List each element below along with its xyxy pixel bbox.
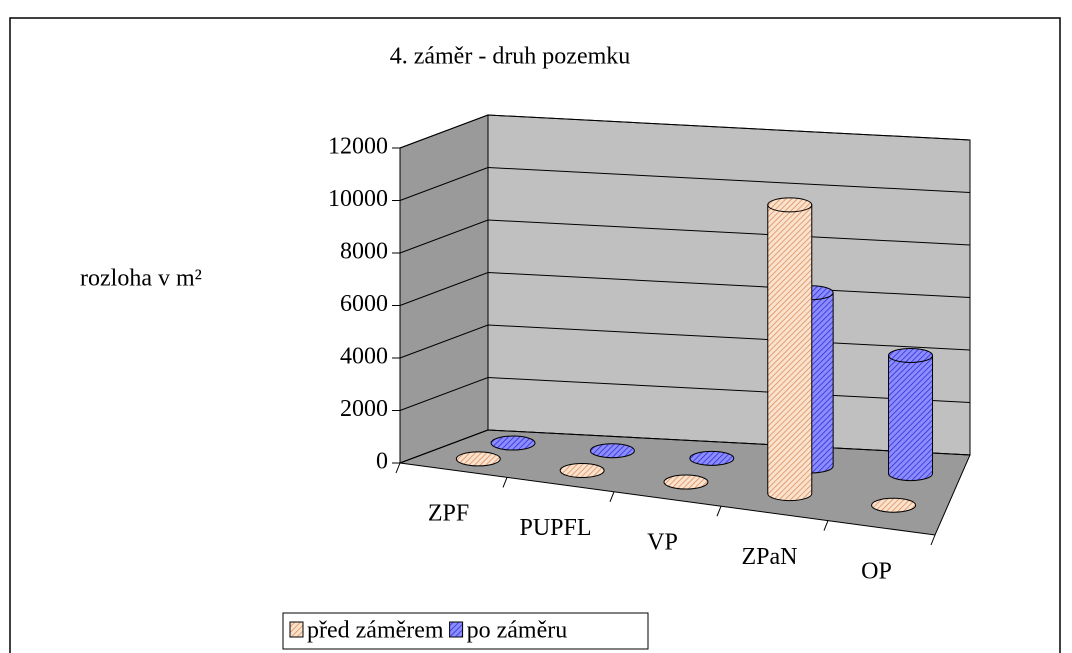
legend-box: [282, 612, 649, 650]
cylinder: [455, 451, 501, 467]
x-tick: [395, 462, 401, 474]
x-tick: [823, 520, 829, 531]
cylinder-top: [871, 497, 917, 513]
cylinder: [589, 443, 635, 459]
cylinder-top: [559, 462, 605, 478]
grid-line: [399, 166, 971, 201]
cylinder: [663, 474, 709, 490]
cylinder-body: [888, 354, 934, 482]
y-axis-label: rozloha v m²: [80, 266, 202, 292]
cylinder: [689, 450, 735, 466]
cylinder-top: [767, 197, 813, 213]
cylinder-top: [490, 435, 536, 451]
x-tick: [609, 491, 615, 502]
y-tick-label: 0: [376, 449, 388, 475]
cylinder: [888, 347, 934, 482]
cylinder-top: [455, 451, 501, 467]
legend-label: po záměru: [467, 618, 568, 644]
cylinder-body: [767, 204, 813, 502]
y-tick-label: 8000: [340, 239, 388, 265]
cylinder-top: [888, 347, 934, 363]
cylinder-top: [689, 450, 735, 466]
chart-title: 4. záměr - druh pozemku: [390, 44, 631, 70]
cylinder: [767, 197, 813, 502]
x-tick-label: VP: [647, 530, 678, 556]
x-tick: [930, 534, 936, 546]
cylinder: [871, 497, 917, 513]
cylinder: [559, 462, 605, 478]
x-tick: [502, 477, 508, 488]
legend-swatch: [449, 621, 464, 638]
cylinder-top: [589, 443, 635, 459]
grid-line: [399, 114, 971, 149]
x-tick: [716, 506, 722, 517]
x-tick-label: OP: [861, 558, 892, 584]
y-tick-label: 4000: [340, 344, 388, 370]
y-tick-label: 12000: [328, 134, 388, 160]
x-tick-label: PUPFL: [519, 515, 591, 541]
x-tick-label: ZPF: [428, 501, 469, 527]
y-tick-label: 10000: [328, 186, 388, 212]
legend-label: před záměrem: [307, 618, 444, 644]
y-tick-label: 6000: [340, 291, 388, 317]
legend: před záměrem po záměru: [289, 618, 568, 644]
y-tick-label: 2000: [340, 396, 388, 422]
cylinder-top: [663, 474, 709, 490]
cylinder: [490, 435, 536, 451]
legend-swatch: [289, 621, 304, 638]
x-tick-label: ZPaN: [742, 544, 798, 570]
